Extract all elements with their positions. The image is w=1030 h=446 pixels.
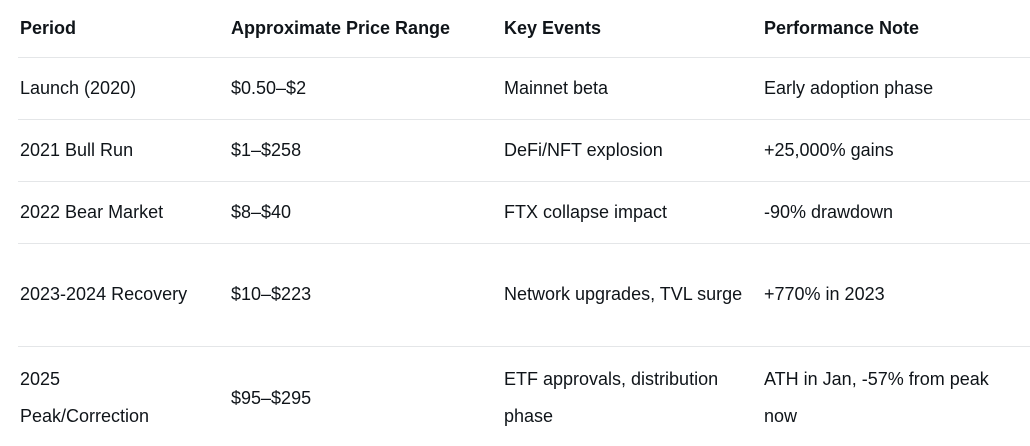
table-cell-period: 2023-2024 Recovery xyxy=(18,242,231,346)
table-cell-key-events: ETF approvals, distribution phase xyxy=(504,345,764,446)
table-cell-price-range: $8–$40 xyxy=(231,180,504,243)
column-header-price-range: Approximate Price Range xyxy=(231,17,451,38)
column-header-period: Period xyxy=(20,17,77,38)
table-row: 2021 Bull Run $1–$258 DeFi/NFT explosion +2… xyxy=(18,118,1030,181)
price-history-table: Period Approximate Price Range Key Event… xyxy=(18,0,1030,446)
table-cell-key-events: Mainnet beta xyxy=(504,56,764,119)
table-row: 2022 Bear Market $8–$40 FTX collapse impac… xyxy=(18,180,1030,243)
table-cell-performance-note: +770% in 2023 xyxy=(764,242,1030,346)
table-cell-period: Launch (2020) xyxy=(18,56,231,119)
table-cell-price-range: $10–$223 xyxy=(231,242,504,346)
table-row: 2023-2024 Recovery $10–$223 Network upgrad… xyxy=(18,242,1030,346)
table-cell-period: 2021 Bull Run xyxy=(18,118,231,181)
table-cell-performance-note: Early adoption phase xyxy=(764,56,1030,119)
table-cell-price-range: $0.50–$2 xyxy=(231,56,504,119)
column-header-performance-note: Performance Note xyxy=(764,17,920,38)
table-cell-price-range: $95–$295 xyxy=(231,345,504,446)
table-row: 2025 Peak/Correction $95–$295 ETF approval… xyxy=(18,345,1030,446)
table-cell-performance-note: +25,000% gains xyxy=(764,118,1030,181)
table-cell-performance-note: ATH in Jan, -57% from peak now xyxy=(764,345,1030,446)
column-header-key-events: Key Events xyxy=(504,17,602,38)
table-cell-key-events: DeFi/NFT explosion xyxy=(504,118,764,181)
table-cell-key-events: Network upgrades, TVL surge xyxy=(504,242,764,346)
table-cell-key-events: FTX collapse impact xyxy=(504,180,764,243)
table-row: Launch (2020) $0.50–$2 Mainnet beta Early a… xyxy=(18,56,1030,119)
table-cell-performance-note: -90% drawdown xyxy=(764,180,1030,243)
table-header-row: Period Approximate Price Range Key Event… xyxy=(18,0,1030,57)
table-cell-price-range: $1–$258 xyxy=(231,118,504,181)
table-header: Period Approximate Price Range Key Event… xyxy=(18,0,1030,57)
table-body: Launch (2020) $0.50–$2 Mainnet beta Early a… xyxy=(18,56,1030,446)
table-cell-period: 2022 Bear Market xyxy=(18,180,231,243)
table-cell-period: 2025 Peak/Correction xyxy=(18,345,231,446)
